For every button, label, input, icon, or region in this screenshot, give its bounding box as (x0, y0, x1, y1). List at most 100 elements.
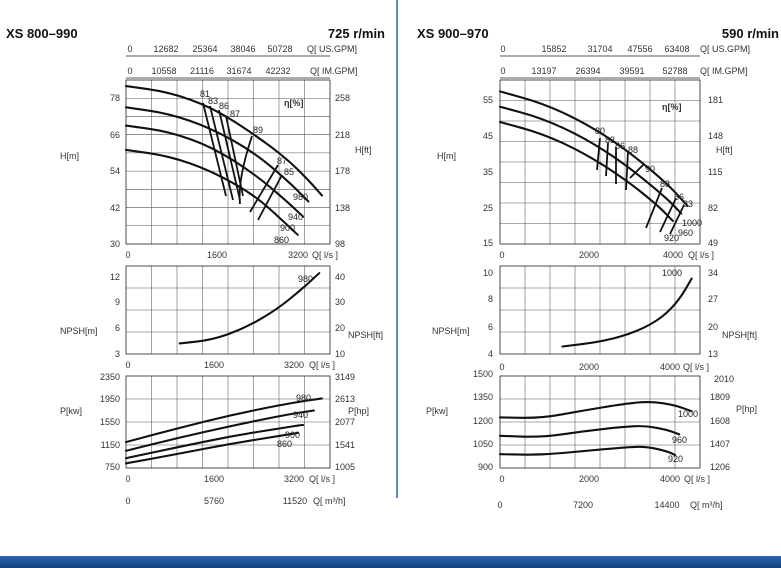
npsh-curve-label: 980 (298, 274, 313, 284)
head-tick-m: 25 (483, 203, 493, 213)
q-tick: 4000 (663, 250, 683, 260)
m3h-tick: 5760 (204, 496, 224, 506)
efficiency-contour (218, 109, 241, 201)
npsh-tick-m: 6 (115, 323, 120, 333)
efficiency-label: η[%] (662, 102, 682, 112)
series-line-940 (124, 409, 315, 452)
power-axis-label-hp: P[hp] (348, 406, 369, 416)
efficiency-value: 86 (219, 101, 229, 111)
imgpm-axis: 0 10558 21116 31674 42232 Q[ IM.GPM] (126, 66, 358, 79)
efficiency-value: 85 (284, 167, 294, 177)
efficiency-contour (238, 135, 253, 205)
series-line-900 (124, 423, 305, 460)
head-tick-ft: 82 (708, 203, 718, 213)
efficiency-value: 83 (208, 96, 218, 106)
m3h-tick: 11520 (283, 496, 307, 506)
npsh-tick-m: 6 (488, 322, 493, 332)
footer-bar (0, 556, 781, 568)
power-axis-label-kw: P[kw] (60, 406, 82, 416)
head-tick-ft: 148 (708, 131, 723, 141)
head-tick-ft: 178 (335, 166, 350, 176)
head-tick-m: 42 (110, 203, 120, 213)
q-tick: 1600 (204, 360, 224, 370)
m3h-tick: 0 (125, 496, 130, 506)
head-tick-m: 15 (483, 238, 493, 248)
npsh-plot: 10 8 6 4 34 27 20 13 NPSH[m] NPSH[ft] 10… (432, 265, 757, 359)
q-tick: 3200 (284, 474, 304, 484)
power-axis-label-hp: P[hp] (736, 404, 757, 414)
head-axis-label-m: H[m] (437, 151, 456, 161)
chart-panel-xs900: XS 900–970 590 r/min 0 15852 31704 47556… (417, 26, 779, 510)
npsh-axis-label-m: NPSH[m] (60, 326, 98, 336)
m3h-unit: Q[ m³/h] (313, 496, 346, 506)
efficiency-value: 88 (628, 145, 638, 155)
head-tick-ft: 115 (708, 167, 722, 177)
npsh-tick-m: 10 (483, 268, 493, 278)
q-unit: Q[ l/s ] (683, 362, 709, 372)
usgpm-tick: 12682 (153, 44, 178, 54)
head-tick-ft: 181 (708, 95, 723, 105)
q-unit: Q[ l/s ] (312, 250, 338, 260)
power-tick-kw: 1950 (100, 394, 120, 404)
usgpm-tick: 63408 (664, 44, 689, 54)
efficiency-contour (659, 197, 677, 233)
series-line-1000 (498, 400, 693, 419)
efficiency-contour (669, 204, 685, 235)
imgpm-tick: 10558 (151, 66, 176, 76)
head-tick-ft: 49 (708, 238, 718, 248)
q-tick: 2000 (579, 250, 599, 260)
imgpm-tick: 42232 (265, 66, 290, 76)
efficiency-contour (202, 102, 227, 197)
series-line-980 (124, 85, 323, 197)
power-tick-kw: 1050 (473, 439, 493, 449)
model-title: XS 800–990 (6, 26, 78, 41)
head-curve-label: 860 (274, 235, 289, 245)
power-tick-hp: 3149 (335, 372, 355, 382)
power-tick-kw: 1350 (473, 392, 493, 402)
m3h-tick: 0 (497, 500, 502, 510)
usgpm-tick: 0 (127, 44, 132, 54)
series-line-900 (124, 124, 305, 218)
q-unit: Q[ l/s ] (684, 474, 710, 484)
head-axis-label-m: H[m] (60, 151, 79, 161)
head-curve-label: 900 (280, 223, 295, 233)
imgpm-tick: 26394 (575, 66, 600, 76)
npsh-tick-ft: 20 (708, 322, 718, 332)
power-tick-kw: 1150 (101, 440, 120, 450)
power-tick-hp: 1005 (335, 462, 355, 472)
series-line-940 (124, 106, 310, 203)
panel-divider (396, 0, 398, 498)
efficiency-value: 89 (253, 125, 263, 135)
head-tick-m: 30 (110, 239, 120, 249)
power-tick-hp: 2613 (335, 394, 355, 404)
head-tick-m: 55 (483, 95, 493, 105)
q-tick: 0 (125, 250, 130, 260)
npsh-tick-m: 8 (488, 294, 493, 304)
power-curve-label: 900 (285, 430, 300, 440)
power-curve-label: 980 (296, 393, 311, 403)
imgpm-axis: 0 13197 26394 39591 52788 Q[ IM.GPM] (500, 66, 748, 79)
power-tick-kw: 2350 (100, 372, 120, 382)
series-line-960 (498, 425, 681, 438)
npsh-tick-ft: 40 (335, 272, 345, 282)
npsh-tick-ft: 13 (708, 349, 718, 359)
head-tick-ft: 258 (335, 93, 350, 103)
efficiency-value: 88 (660, 179, 670, 189)
efficiency-contour (249, 164, 279, 213)
power-tick-hp: 2077 (335, 417, 355, 427)
power-curve-label: 860 (277, 439, 292, 449)
imgpm-unit: Q[ IM.GPM] (310, 66, 358, 76)
q-tick: 3200 (284, 360, 304, 370)
series-line-1000 (498, 90, 689, 207)
efficiency-value: 87 (277, 156, 287, 166)
series-line-860 (124, 148, 299, 236)
series-line-920 (498, 445, 677, 457)
npsh-tick-m: 4 (488, 349, 493, 359)
imgpm-tick: 21116 (190, 66, 214, 76)
q-unit: Q[ l/s ] (309, 474, 335, 484)
usgpm-axis: 0 15852 31704 47556 63408 Q[ US.GPM] (500, 44, 750, 57)
head-curve-label: 920 (664, 233, 679, 243)
imgpm-tick: 0 (127, 66, 132, 76)
usgpm-tick: 31704 (587, 44, 612, 54)
q-tick: 4000 (660, 362, 680, 372)
